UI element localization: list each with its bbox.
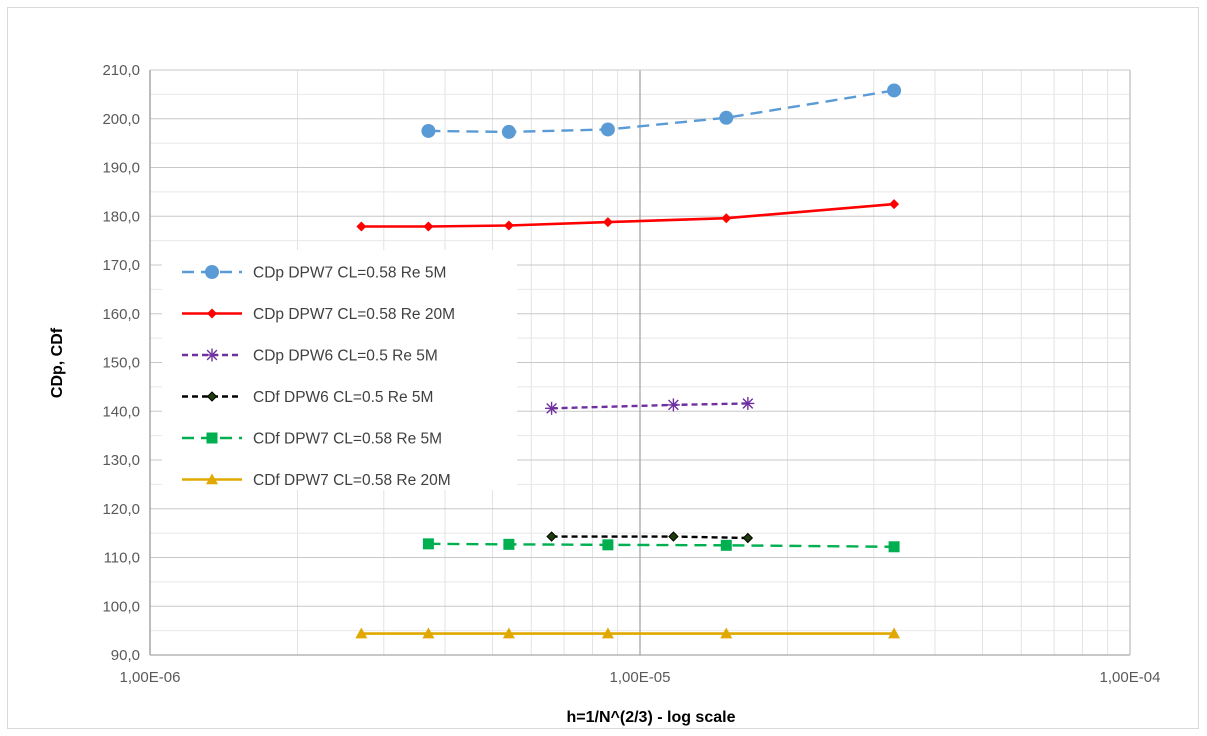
data-point-series-3 [741,396,755,410]
legend-box [162,250,517,490]
data-point-series-1 [501,124,516,139]
y-tick-label: 210,0 [102,62,140,79]
data-point-series-4 [668,531,679,542]
legend-label-2: CDp DPW7 CL=0.58 Re 20M [253,306,455,323]
data-point-series-5 [888,541,900,553]
y-tick-label: 200,0 [102,111,140,128]
data-point-series-5 [422,538,434,550]
data-point-series-2 [602,217,613,228]
data-point-series-2 [889,199,900,210]
data-point-series-5 [602,539,614,551]
y-tick-label: 150,0 [102,355,140,372]
legend-marker-4 [206,391,218,402]
data-point-series-6 [601,627,614,639]
legend-marker-5 [206,432,218,444]
axis-layer: 90,0 100,0 110,0 120,0 130,0 140,0 150,0 160,0 1… [102,62,1160,686]
series-layer [355,83,902,639]
legend-marker-3 [205,348,219,362]
series-line-5 [428,542,895,548]
y-tick-label: 180,0 [102,208,140,225]
y-tick-label: 110,0 [104,550,140,567]
x-tick-label: 1,00E-04 [1100,669,1161,686]
data-point-series-6 [720,627,733,639]
data-point-series-5 [503,538,515,550]
data-point-series-2 [356,221,367,232]
data-point-series-3 [666,398,680,412]
legend-label-5: CDf DPW7 CL=0.58 Re 5M [253,431,442,448]
series-line-4 [551,535,748,540]
x-axis-title: h=1/N^(2/3) - log scale [567,709,736,726]
y-tick-label: 120,0 [102,501,140,518]
data-point-series-1 [719,110,734,125]
data-point-series-2 [721,213,732,224]
legend-layer: CDp DPW7 CL=0.58 Re 5M CDp DPW7 CL=0.58 R… [162,250,517,490]
y-tick-label: 90,0 [111,647,140,664]
x-tick-label: 1,00E-05 [610,669,671,686]
data-point-series-2 [423,221,434,232]
y-tick-label: 170,0 [102,257,140,274]
x-tick-label: 1,00E-06 [120,669,181,686]
legend-marker-1 [205,265,219,279]
y-tick-label: 160,0 [102,306,140,323]
data-point-series-4 [742,532,754,544]
data-point-series-2 [503,220,514,231]
data-point-series-5 [720,539,732,551]
series-line-1 [428,89,895,134]
data-point-series-1 [887,83,902,98]
legend-label-3: CDp DPW6 CL=0.5 Re 5M [253,348,438,365]
legend-label-6: CDf DPW7 CL=0.58 Re 20M [253,472,451,489]
series-line-2 [361,202,895,228]
legend-label-1: CDp DPW7 CL=0.58 Re 5M [253,265,446,282]
y-tick-label: 130,0 [102,452,140,469]
legend-marker-2 [207,308,217,319]
y-tick-label: 190,0 [102,160,140,177]
legend-label-4: CDf DPW6 CL=0.5 Re 5M [253,389,433,406]
data-point-series-6 [355,627,368,639]
y-axis-title: CDp, CDf [49,327,66,398]
data-point-series-1 [600,122,615,137]
y-tick-label: 140,0 [102,403,140,420]
legend-marker-6 [206,473,218,485]
data-point-series-3 [545,401,559,415]
data-point-series-6 [422,627,435,639]
y-tick-label: 100,0 [102,598,140,615]
data-point-series-4 [546,531,557,542]
data-point-series-6 [502,627,515,639]
data-point-series-1 [421,123,436,138]
series-line-3 [551,402,748,410]
data-point-series-6 [888,627,901,639]
